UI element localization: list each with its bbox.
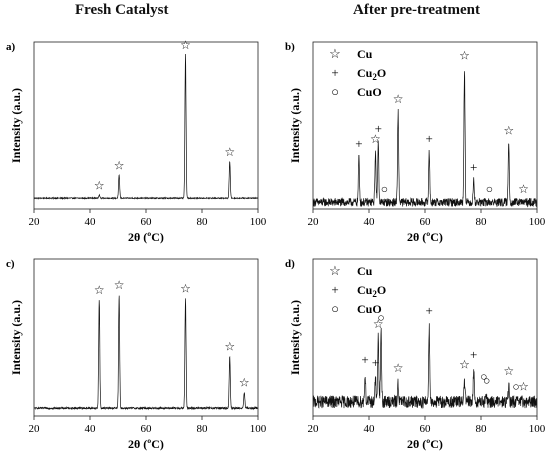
- star-marker-icon: ☆: [503, 364, 514, 378]
- x-axis-label: 2θ (ºC): [128, 230, 164, 244]
- x-tick-label: 40: [364, 423, 376, 435]
- plot-frame: [33, 41, 259, 210]
- star-marker-icon: ☆: [239, 376, 250, 390]
- star-marker-icon: ☆: [224, 339, 235, 353]
- legend-label: Cu: [357, 264, 373, 278]
- plus-marker-icon: +: [426, 131, 433, 146]
- x-tick-label: 60: [141, 423, 153, 435]
- star-marker-icon: ☆: [180, 281, 191, 295]
- x-tick-label: 20: [29, 216, 41, 228]
- y-axis-label: Intensity (a.u.): [288, 88, 302, 163]
- star-marker-icon: ☆: [503, 124, 514, 138]
- header-fresh-catalyst: Fresh Catalyst: [75, 2, 169, 18]
- panel-c: 20 40 60 80 100 2θ (ºC) Intensity (a.u.) c) ☆ ☆ ☆ ☆…: [6, 258, 267, 451]
- x-axis-label: 2θ (ºC): [128, 437, 164, 451]
- legend-label: Cu: [357, 47, 373, 61]
- star-marker-icon: ☆: [180, 38, 191, 52]
- star-marker-icon: ☆: [518, 380, 529, 394]
- x-tick-label: 100: [529, 423, 546, 435]
- plot-frame: [33, 258, 259, 417]
- star-marker-icon: ☆: [370, 132, 381, 146]
- x-tick-label: 100: [529, 216, 546, 228]
- xrd-trace: [33, 53, 258, 200]
- x-tick-label: 20: [308, 423, 320, 435]
- legend-symbol-icon: +: [331, 65, 338, 80]
- circle-marker-icon: ○: [377, 311, 384, 325]
- y-axis-label: Intensity (a.u.): [288, 300, 302, 375]
- circle-marker-icon: ○: [483, 373, 490, 387]
- star-marker-icon: ☆: [518, 182, 529, 196]
- star-marker-icon: ☆: [393, 92, 404, 106]
- header-after-pretreatment: After pre-treatment: [353, 2, 481, 18]
- x-tick-label: 80: [197, 216, 209, 228]
- circle-marker-icon: ○: [480, 370, 487, 384]
- x-tick-label: 60: [420, 423, 432, 435]
- plus-marker-icon: +: [355, 136, 362, 151]
- x-tick-label: 40: [85, 216, 97, 228]
- legend-label: Cu2O: [357, 283, 386, 299]
- plus-marker-icon: +: [470, 347, 477, 362]
- panel-a: 20 40 60 80 100 2θ (ºC) Intensity (a.u.) a) ☆ ☆ ☆ ☆: [6, 38, 267, 244]
- circle-marker-icon: ○: [486, 182, 493, 196]
- x-tick-label: 80: [476, 423, 488, 435]
- panel-label: d): [285, 258, 295, 270]
- x-tick-label: 40: [364, 216, 376, 228]
- star-marker-icon: ☆: [373, 317, 384, 331]
- x-tick-label: 60: [141, 216, 153, 228]
- panel-label: a): [6, 41, 16, 53]
- x-axis-label: 2θ (ºC): [407, 437, 443, 451]
- plus-marker-icon: +: [372, 355, 379, 370]
- plus-marker-icon: +: [470, 159, 477, 174]
- plus-marker-icon: +: [375, 121, 382, 136]
- y-axis-label: Intensity (a.u.): [9, 88, 23, 163]
- star-marker-icon: ☆: [393, 361, 404, 375]
- panel-label: c): [6, 258, 15, 270]
- circle-marker-icon: ○: [381, 182, 388, 196]
- legend-label: CuO: [357, 85, 382, 99]
- xrd-trace: [312, 323, 537, 409]
- star-marker-icon: ☆: [224, 145, 235, 159]
- star-marker-icon: ☆: [94, 178, 105, 192]
- plus-marker-icon: +: [426, 303, 433, 318]
- legend-label: Cu2O: [357, 66, 386, 82]
- plus-marker-icon: +: [361, 352, 368, 367]
- x-tick-label: 40: [85, 423, 97, 435]
- y-axis-label: Intensity (a.u.): [9, 300, 23, 375]
- x-tick-label: 100: [250, 423, 267, 435]
- plot-frame: [312, 258, 538, 417]
- legend-symbol-icon: ○: [331, 84, 339, 99]
- x-tick-label: 20: [308, 216, 320, 228]
- star-marker-icon: ☆: [459, 49, 470, 63]
- star-marker-icon: ☆: [94, 283, 105, 297]
- star-marker-icon: ☆: [114, 278, 125, 292]
- legend-symbol-icon: ○: [331, 301, 339, 316]
- x-axis-label: 2θ (ºC): [407, 230, 443, 244]
- legend-label: CuO: [357, 302, 382, 316]
- legend-symbol-icon: +: [331, 282, 338, 297]
- star-marker-icon: ☆: [459, 358, 470, 372]
- x-tick-label: 60: [420, 216, 432, 228]
- x-tick-label: 80: [476, 216, 488, 228]
- panel-label: b): [285, 41, 295, 53]
- circle-marker-icon: ○: [512, 380, 519, 394]
- star-marker-icon: ☆: [114, 158, 125, 172]
- legend-symbol-icon: ☆: [329, 263, 341, 278]
- x-tick-label: 20: [29, 423, 41, 435]
- xrd-trace: [34, 295, 258, 411]
- xrd-trace: [312, 71, 537, 208]
- x-tick-label: 100: [250, 216, 267, 228]
- x-tick-label: 80: [197, 423, 209, 435]
- legend-symbol-icon: ☆: [329, 46, 341, 61]
